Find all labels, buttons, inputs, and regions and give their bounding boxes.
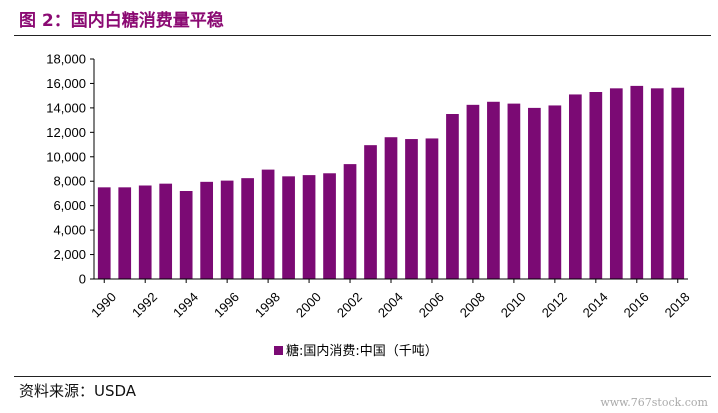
y-tick-label: 6,000 (53, 198, 86, 213)
bar-2010 (507, 103, 521, 279)
bar-2018 (671, 87, 685, 279)
y-tick-label: 2,000 (53, 247, 86, 262)
y-tick-label: 4,000 (53, 223, 86, 238)
bar-2016 (630, 85, 644, 279)
y-tick-label: 14,000 (46, 100, 86, 115)
x-tick-label: 1992 (129, 289, 160, 320)
bar-1995 (200, 181, 214, 279)
source-note: 资料来源：USDA (19, 382, 137, 400)
bar-1996 (220, 180, 234, 279)
bar-2014 (589, 92, 603, 279)
y-axis: 0 2,000 4,000 6,000 8,000 10,000 12,000 14,000 1… (46, 52, 95, 287)
bar-2012 (548, 105, 562, 279)
bar-1998 (261, 169, 275, 279)
x-tick-label: 2018 (662, 289, 693, 320)
x-tick-label: 2008 (457, 289, 488, 320)
top-rule (14, 35, 711, 36)
legend: 糖:国内消费:中国（千吨） (274, 343, 438, 359)
x-tick-label: 1998 (252, 289, 283, 320)
bar-2011 (528, 107, 541, 279)
y-tick-label: 18,000 (46, 52, 86, 67)
x-tick-label: 2014 (580, 289, 611, 320)
x-axis: 1990 1992 1994 1996 1998 2000 2002 2004 2006 2008… (88, 278, 693, 320)
bar-1991 (118, 187, 132, 279)
bar-1997 (241, 178, 254, 279)
bottom-rule (14, 376, 711, 377)
bar-2013 (568, 94, 582, 279)
x-tick-label: 2016 (621, 289, 652, 320)
bar-2009 (487, 101, 500, 280)
x-tick-label: 2004 (375, 289, 406, 320)
legend-label: 糖:国内消费:中国（千吨） (286, 343, 438, 359)
bar-2007 (446, 114, 459, 279)
bar-2015 (609, 88, 623, 279)
bar-2006 (425, 138, 439, 279)
y-tick-label: 16,000 (46, 76, 86, 91)
bar-2008 (466, 104, 480, 279)
bar-1993 (159, 183, 173, 279)
bar-2017 (650, 88, 664, 279)
bar-1992 (138, 185, 152, 279)
bar-2004 (384, 137, 398, 279)
bar-2001 (323, 173, 336, 279)
bar-2002 (343, 164, 357, 279)
bar-2005 (405, 139, 418, 279)
x-tick-label: 1990 (88, 289, 119, 320)
y-tick-label: 8,000 (53, 174, 86, 189)
y-tick-label: 0 (79, 272, 86, 287)
x-tick-label: 2002 (334, 289, 365, 320)
x-tick-label: 2000 (293, 289, 324, 320)
legend-swatch (274, 346, 283, 355)
bar-2000 (302, 175, 316, 279)
y-tick-label: 10,000 (46, 149, 86, 164)
bar-1990 (97, 187, 111, 279)
x-tick-label: 2012 (539, 289, 570, 320)
bar-2003 (364, 145, 377, 279)
x-tick-label: 1996 (211, 289, 242, 320)
bar-1999 (282, 176, 295, 279)
bar-1994 (179, 191, 193, 279)
chart-title: 图 2：国内白糖消费量平稳 (19, 11, 224, 31)
watermark: www.767stock.com (600, 396, 708, 409)
x-tick-label: 2006 (416, 289, 447, 320)
y-tick-label: 12,000 (46, 125, 86, 140)
x-tick-label: 2010 (498, 289, 529, 320)
x-tick-label: 1994 (170, 289, 201, 320)
bars (97, 85, 685, 280)
